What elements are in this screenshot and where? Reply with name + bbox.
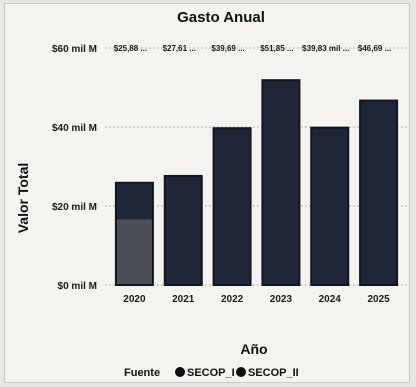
y-tick-label: $40 mil M [52, 123, 97, 134]
x-tick-label: 2022 [221, 294, 244, 305]
bar-outline-2025 [359, 99, 399, 287]
y-tick-label: $20 mil M [52, 202, 97, 213]
legend-marker-secop-i [175, 367, 185, 377]
y-axis-ticks: $0 mil M $20 mil M $40 mil M $60 mil M [52, 44, 97, 292]
bar-outline-2021 [163, 174, 203, 287]
x-axis-title: Año [240, 341, 267, 357]
y-tick-label: $0 mil M [58, 281, 97, 292]
legend-label: SECOP_I [187, 367, 235, 379]
bar-secop-ii-2021 [164, 175, 202, 285]
data-label: $25,88 ... [114, 44, 147, 53]
bar-secop-ii-2025 [360, 100, 398, 286]
bar-outline-2022 [212, 127, 252, 286]
y-axis-title: Valor Total [15, 163, 31, 234]
bars [114, 79, 399, 287]
bar-secop-ii-2020 [115, 182, 153, 220]
x-tick-label: 2021 [172, 294, 195, 305]
data-label: $39,69 ... [211, 44, 244, 53]
x-tick-label: 2024 [319, 294, 342, 305]
data-label: $27,61 ... [163, 44, 196, 53]
data-labels: $25,88 ... $27,61 ... $39,69 ... $51,85 ...… [114, 44, 392, 53]
bar-outline-2023 [261, 79, 301, 286]
y-tick-label: $60 mil M [52, 44, 97, 55]
bar-outline-2024 [310, 126, 350, 287]
bar-outline-2020 [114, 181, 154, 286]
bar-secop-i-2020 [115, 219, 153, 285]
x-tick-label: 2025 [367, 294, 390, 305]
legend-label: SECOP_II [248, 367, 299, 379]
data-label: $39,83 mil ... [302, 44, 349, 53]
data-label: $46,69 ... [358, 44, 391, 53]
bar-secop-ii-2023 [262, 80, 300, 285]
legend-marker-secop-ii [236, 367, 246, 377]
chart-title: Gasto Anual [177, 9, 265, 26]
gridlines [105, 47, 408, 286]
legend: Fuente SECOP_I SECOP_II [124, 367, 299, 379]
bar-secop-ii-2024 [311, 127, 349, 285]
bar-secop-ii-2022 [213, 128, 251, 285]
legend-title: Fuente [124, 367, 160, 379]
x-tick-label: 2023 [270, 294, 293, 305]
data-label: $51,85 ... [260, 44, 293, 53]
x-tick-label: 2020 [123, 294, 146, 305]
x-axis-ticks: 2020 2021 2022 2023 2024 2025 [123, 294, 390, 305]
